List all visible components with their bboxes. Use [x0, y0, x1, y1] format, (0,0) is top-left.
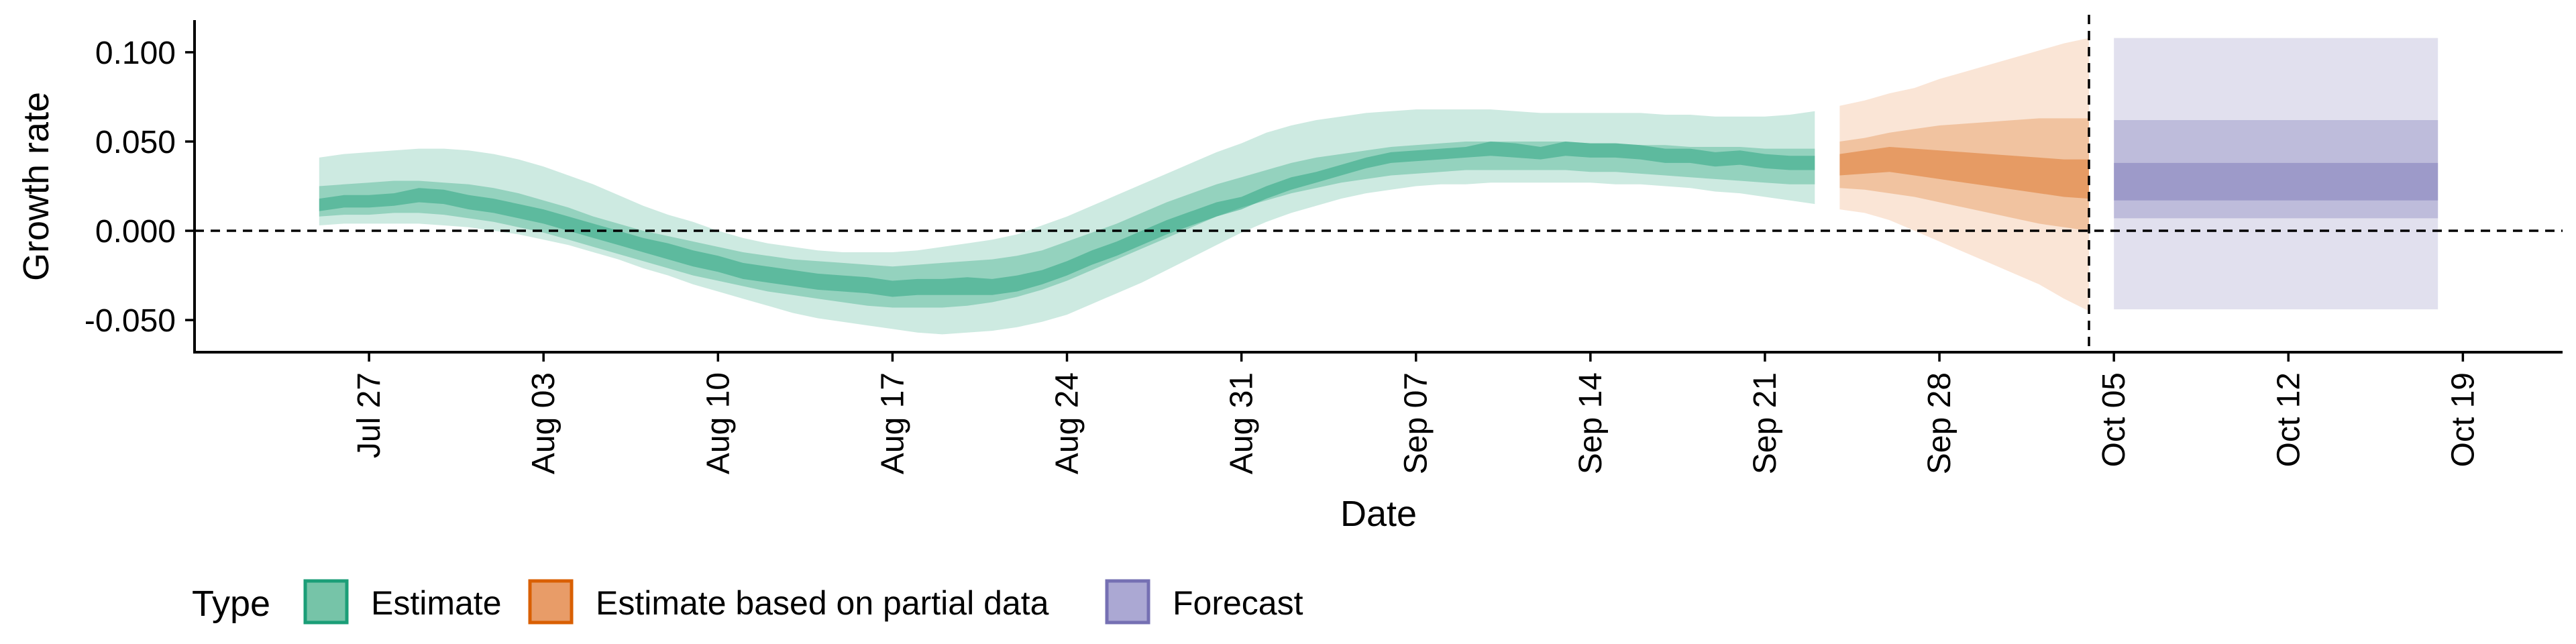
estimate-outer-band: [319, 109, 1815, 335]
x-tick-label: Oct 05: [2096, 372, 2132, 467]
estimate-based-on-partial-data-inner-band: [1839, 147, 2089, 199]
x-axis-title: Date: [1340, 494, 1417, 534]
x-tick-label: Aug 10: [700, 372, 736, 474]
legend-swatch-estimate: [303, 579, 349, 625]
estimate-based-on-partial-data-outer-band: [1839, 38, 2089, 311]
x-tick-label: Oct 12: [2271, 372, 2306, 467]
forecast-outer-band: [2114, 38, 2438, 310]
tick-layer: -0.050 0.000 0.050 0.100 Jul 27 Aug 03 Aug 10 A…: [85, 36, 2481, 474]
forecast-mid-band: [2114, 120, 2438, 219]
estimate-mid-band: [319, 142, 1815, 308]
forecast-inner-band: [2114, 162, 2438, 201]
estimate-inner-band: [319, 142, 1815, 297]
reference-lines: [195, 15, 2563, 352]
legend-label-estimate-based-on-partial-data: Estimate based on partial data: [596, 584, 1049, 622]
y-axis-title: Growth rate: [16, 92, 56, 281]
x-tick-label: Oct 19: [2445, 372, 2481, 467]
x-tick-label: Aug 31: [1224, 372, 1260, 474]
x-tick-label: Aug 03: [526, 372, 561, 474]
legend-label-forecast: Forecast: [1173, 584, 1303, 622]
x-tick-label: Sep 28: [1922, 372, 1957, 474]
legend-title: Type: [192, 584, 270, 624]
y-tick-label: 0.100: [95, 36, 176, 71]
axes: [193, 20, 2563, 354]
legend-label-estimate: Estimate: [371, 584, 502, 622]
x-tick-label: Sep 07: [1399, 372, 1434, 474]
x-tick-label: Sep 21: [1748, 372, 1783, 474]
y-tick-label: 0.000: [95, 214, 176, 250]
legend-swatch-estimate-based-on-partial-data: [528, 579, 574, 625]
x-tick-label: Aug 24: [1050, 372, 1085, 474]
legend-swatch-forecast: [1105, 579, 1150, 625]
y-tick-label: 0.050: [95, 125, 176, 160]
x-tick-label: Sep 14: [1573, 372, 1609, 474]
x-tick-label: Jul 27: [352, 372, 387, 458]
band-layer: [319, 38, 2438, 335]
y-tick-label: -0.050: [85, 303, 176, 339]
legend: Type Estimate Estimate based on partial d…: [192, 579, 1303, 625]
estimate-based-on-partial-data-mid-band: [1839, 118, 2089, 231]
x-tick-label: Aug 17: [875, 372, 910, 474]
